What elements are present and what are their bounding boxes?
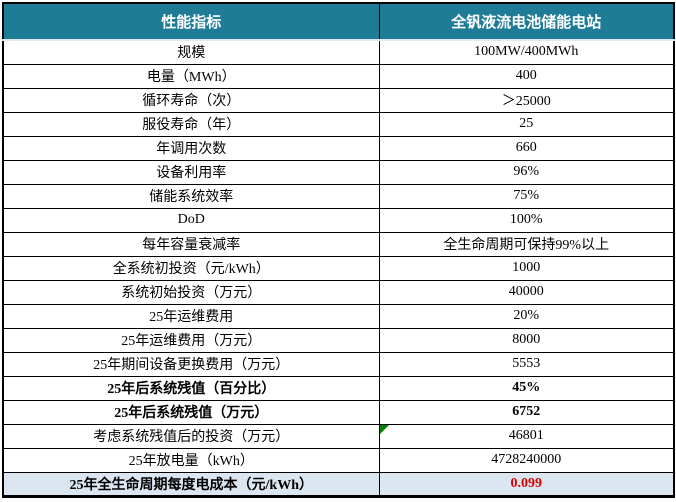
table-row: 25年运维费用（万元） 8000 (2, 327, 675, 353)
row-value-cell[interactable]: 25 (378, 111, 675, 137)
row-value-cell[interactable]: 6752 (378, 399, 675, 425)
table-row: 25年放电量（kWh） 4728240000 (2, 447, 675, 473)
table-row: 设备利用率 96% (2, 159, 675, 185)
row-value-cell[interactable]: 100MW/400MWh (378, 39, 675, 65)
table-row: 规模 100MW/400MWh (2, 39, 675, 65)
row-value-cell[interactable]: 4728240000 (378, 447, 675, 473)
table-row: 25年期间设备更换费用（万元） 5553 (2, 351, 675, 377)
row-label-cell[interactable]: 设备利用率 (2, 159, 380, 185)
row-label-cell[interactable]: 系统初始投资（万元） (2, 279, 380, 305)
header-cell-station[interactable]: 全钒液流电池储能电站 (378, 2, 675, 41)
row-value-cell[interactable]: 20% (378, 303, 675, 329)
row-value-cell[interactable]: 全生命周期可保持99%以上 (378, 231, 675, 257)
cell-error-indicator-icon (380, 425, 389, 434)
row-label-cell[interactable]: 25年后系统残值（百分比） (2, 375, 380, 401)
row-label-cell[interactable]: 电量（MWh） (2, 63, 380, 89)
table-row: 储能系统效率 75% (2, 183, 675, 209)
row-label-cell[interactable]: 规模 (2, 39, 380, 65)
table-row: 服役寿命（年） 25 (2, 111, 675, 137)
row-value-cell[interactable]: 100% (378, 207, 675, 233)
row-label-cell[interactable]: 25年放电量（kWh） (2, 447, 380, 473)
table-row: 25年后系统残值（万元） 6752 (2, 399, 675, 425)
table-row: 年调用次数 660 (2, 135, 675, 161)
table-row: 全系统初投资（元/kWh） 1000 (2, 255, 675, 281)
table-row: 每年容量衰减率 全生命周期可保持99%以上 (2, 231, 675, 257)
table-row: 系统初始投资（万元） 40000 (2, 279, 675, 305)
row-label-cell[interactable]: 循环寿命（次） (2, 87, 380, 113)
row-value-cell[interactable]: 660 (378, 135, 675, 161)
table-row: 25年运维费用 20% (2, 303, 675, 329)
table-header: 性能指标 全钒液流电池储能电站 (2, 2, 675, 41)
table-body: 规模 100MW/400MWh 电量（MWh） 400 循环寿命（次） ＞25000 服役寿… (2, 39, 675, 497)
row-label-cell[interactable]: 全系统初投资（元/kWh） (2, 255, 380, 281)
row-value-cell[interactable]: 0.099 (378, 471, 675, 497)
row-value-cell[interactable]: 5553 (378, 351, 675, 377)
table-row: 循环寿命（次） ＞25000 (2, 87, 675, 113)
row-value-cell[interactable]: 400 (378, 63, 675, 89)
table-row: DoD 100% (2, 207, 675, 233)
row-value-cell[interactable]: 46801 (378, 423, 675, 449)
table-row: 考虑系统残值后的投资（万元） 46801 (2, 423, 675, 449)
row-value-cell[interactable]: 96% (378, 159, 675, 185)
row-label-cell[interactable]: 服役寿命（年） (2, 111, 380, 137)
row-value-cell[interactable]: 8000 (378, 327, 675, 353)
row-value-cell[interactable]: 75% (378, 183, 675, 209)
table-row: 25年后系统残值（百分比） 45% (2, 375, 675, 401)
row-label-cell[interactable]: 25年运维费用（万元） (2, 327, 380, 353)
row-label-cell[interactable]: DoD (2, 207, 380, 233)
row-label-cell[interactable]: 25年运维费用 (2, 303, 380, 329)
row-value-cell[interactable]: 1000 (378, 255, 675, 281)
row-value-cell[interactable]: 40000 (378, 279, 675, 305)
row-label-cell[interactable]: 考虑系统残值后的投资（万元） (2, 423, 380, 449)
row-label-cell[interactable]: 储能系统效率 (2, 183, 380, 209)
table-row: 25年全生命周期每度电成本（元/kWh） 0.099 (2, 471, 675, 497)
row-label-cell[interactable]: 25年期间设备更换费用（万元） (2, 351, 380, 377)
table-row: 电量（MWh） 400 (2, 63, 675, 89)
row-label-cell[interactable]: 每年容量衰减率 (2, 231, 380, 257)
row-value-cell[interactable]: 45% (378, 375, 675, 401)
header-cell-indicator[interactable]: 性能指标 (2, 2, 380, 41)
row-label-cell[interactable]: 25年后系统残值（万元） (2, 399, 380, 425)
row-value-cell[interactable]: ＞25000 (378, 87, 675, 113)
row-label-cell[interactable]: 25年全生命周期每度电成本（元/kWh） (2, 471, 380, 497)
header-row: 性能指标 全钒液流电池储能电站 (2, 2, 675, 41)
row-label-cell[interactable]: 年调用次数 (2, 135, 380, 161)
